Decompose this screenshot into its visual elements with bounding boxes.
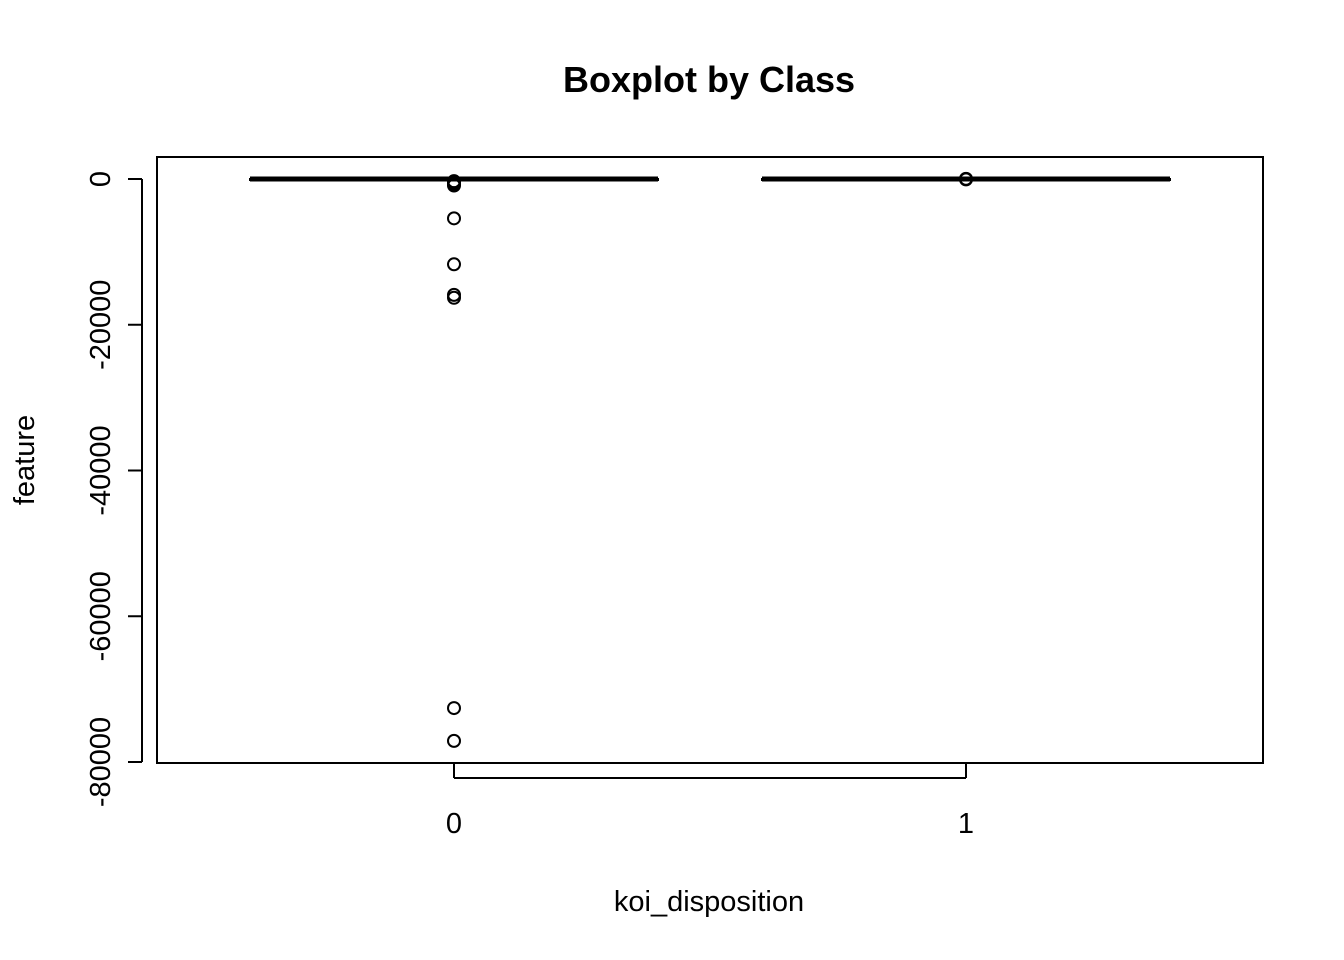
x-axis-label: koi_disposition [614, 886, 804, 918]
boxes-layer [249, 171, 1171, 748]
y-tick-label: -80000 [85, 717, 117, 807]
y-tick-label: -40000 [85, 425, 117, 515]
outlier-point [447, 733, 461, 748]
y-axis-label: feature [9, 415, 41, 505]
outlier-point [447, 290, 461, 305]
y-tick-label: -60000 [85, 571, 117, 661]
plot-frame [156, 156, 1264, 764]
outlier-point [447, 178, 461, 193]
outlier-point [447, 211, 461, 226]
box-group-1 [761, 171, 1171, 187]
chart-title: Boxplot by Class [563, 59, 855, 100]
y-tick-label: -20000 [85, 280, 117, 370]
y-axis: 0 -20000 -40000 -60000 -80000 [85, 171, 143, 807]
outlier-point [959, 171, 973, 186]
x-tick-label: 1 [958, 808, 974, 840]
x-tick-label: 0 [446, 808, 462, 840]
outlier-point [447, 701, 461, 716]
y-tick-label: 0 [85, 171, 117, 187]
box-group-0 [249, 174, 659, 748]
outlier-point [447, 257, 461, 272]
